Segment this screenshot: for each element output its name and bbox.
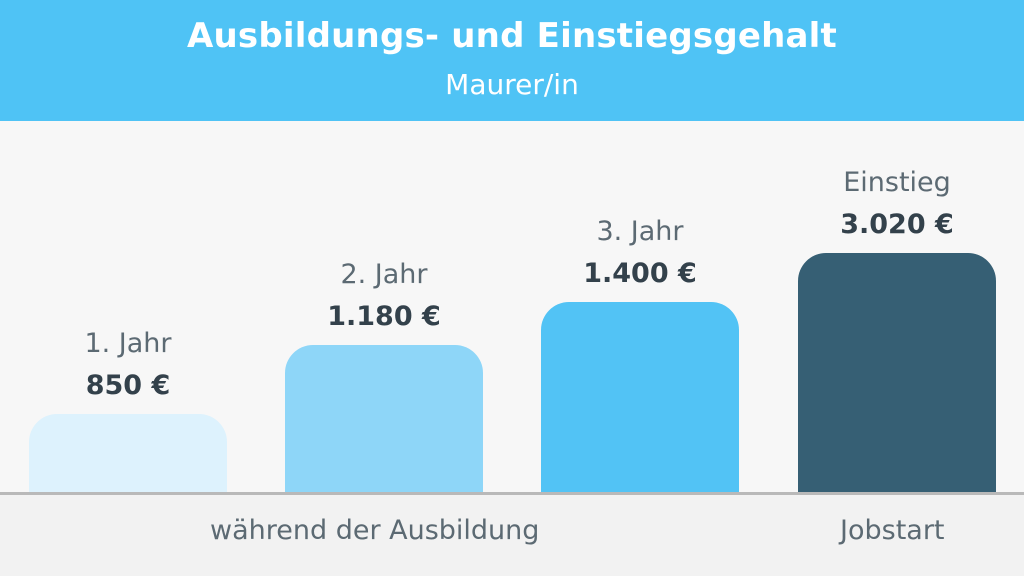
bar-1	[29, 414, 227, 492]
value-label-2: 1.180 €	[327, 301, 441, 332]
chart-header: Ausbildungs- und Einstiegsgehalt Maurer/…	[0, 0, 1024, 121]
bar-2	[285, 345, 483, 492]
group-label-training: während der Ausbildung	[210, 515, 540, 546]
bar-4	[798, 253, 996, 492]
category-label-3: 3. Jahr	[596, 216, 684, 247]
chart-subtitle: Maurer/in	[445, 68, 579, 101]
category-label-2: 2. Jahr	[340, 259, 428, 290]
value-label-4: 3.020 €	[840, 209, 954, 240]
category-label-4: Einstieg	[843, 167, 951, 198]
value-label-3: 1.400 €	[583, 258, 697, 289]
value-label-1: 850 €	[85, 370, 171, 401]
footer-band	[0, 495, 1024, 576]
category-label-1: 1. Jahr	[84, 328, 172, 359]
x-axis-baseline	[0, 492, 1024, 495]
chart-title: Ausbildungs- und Einstiegsgehalt	[187, 16, 837, 56]
bar-3	[541, 302, 739, 492]
group-label-jobstart: Jobstart	[840, 515, 945, 546]
